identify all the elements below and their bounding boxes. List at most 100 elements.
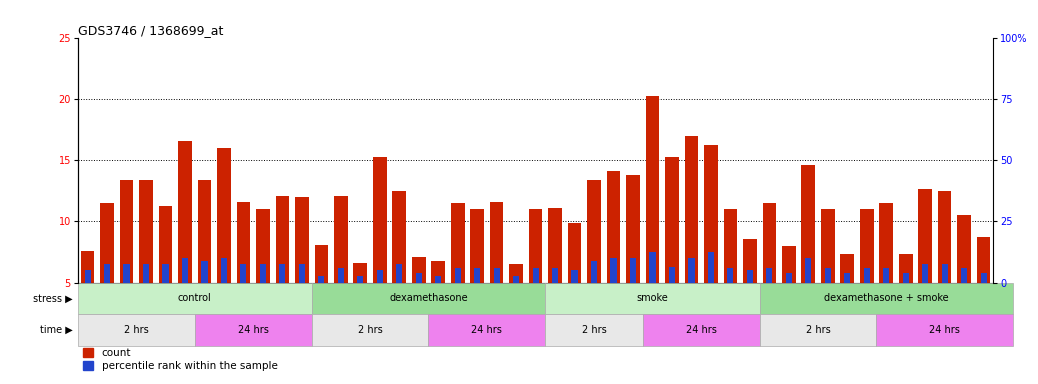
- Text: dexamethasone + smoke: dexamethasone + smoke: [824, 293, 949, 303]
- Bar: [981, 273, 987, 283]
- Bar: [217, 148, 230, 283]
- Bar: [78, 283, 311, 314]
- Bar: [159, 205, 172, 283]
- Text: 24 hrs: 24 hrs: [929, 325, 960, 335]
- Bar: [646, 96, 659, 283]
- Text: 24 hrs: 24 hrs: [686, 325, 716, 335]
- Bar: [143, 264, 149, 283]
- Bar: [746, 270, 753, 283]
- Bar: [879, 203, 893, 283]
- Bar: [922, 264, 928, 283]
- Bar: [279, 264, 285, 283]
- Bar: [668, 266, 675, 283]
- Bar: [337, 268, 344, 283]
- Bar: [650, 252, 656, 283]
- Bar: [319, 276, 325, 283]
- Bar: [977, 237, 990, 283]
- Bar: [626, 175, 639, 283]
- Bar: [241, 264, 246, 283]
- Bar: [474, 268, 481, 283]
- Bar: [805, 258, 812, 283]
- Bar: [630, 258, 636, 283]
- Bar: [415, 273, 421, 283]
- Bar: [899, 255, 912, 283]
- Bar: [903, 273, 909, 283]
- Bar: [432, 260, 445, 283]
- Bar: [435, 276, 441, 283]
- Bar: [704, 145, 717, 283]
- Bar: [545, 314, 643, 346]
- Bar: [260, 264, 266, 283]
- Bar: [510, 264, 523, 283]
- Bar: [859, 209, 874, 283]
- Bar: [801, 166, 815, 283]
- Text: 2 hrs: 2 hrs: [124, 325, 148, 335]
- Bar: [197, 180, 212, 283]
- Bar: [665, 157, 679, 283]
- Bar: [821, 209, 835, 283]
- Bar: [429, 314, 545, 346]
- Text: 24 hrs: 24 hrs: [238, 325, 269, 335]
- Text: GDS3746 / 1368699_at: GDS3746 / 1368699_at: [78, 24, 223, 37]
- Bar: [591, 260, 597, 283]
- Bar: [311, 314, 429, 346]
- Bar: [782, 246, 796, 283]
- Text: 2 hrs: 2 hrs: [805, 325, 830, 335]
- Bar: [941, 264, 948, 283]
- Bar: [938, 191, 952, 283]
- Bar: [763, 203, 776, 283]
- Bar: [572, 270, 577, 283]
- Bar: [545, 283, 760, 314]
- Bar: [688, 258, 694, 283]
- Bar: [883, 268, 890, 283]
- Bar: [373, 157, 386, 283]
- Bar: [532, 268, 539, 283]
- Bar: [513, 276, 519, 283]
- Bar: [528, 209, 543, 283]
- Bar: [961, 268, 967, 283]
- Bar: [195, 314, 311, 346]
- Bar: [760, 314, 876, 346]
- Bar: [841, 255, 854, 283]
- Bar: [412, 257, 426, 283]
- Bar: [708, 252, 714, 283]
- Bar: [643, 314, 760, 346]
- Bar: [201, 260, 208, 283]
- Bar: [685, 136, 699, 283]
- Bar: [119, 180, 133, 283]
- Bar: [957, 215, 971, 283]
- Bar: [299, 264, 305, 283]
- Text: control: control: [177, 293, 212, 303]
- Bar: [139, 180, 153, 283]
- Bar: [588, 180, 601, 283]
- Bar: [876, 314, 1013, 346]
- Text: 24 hrs: 24 hrs: [471, 325, 502, 335]
- Bar: [315, 245, 328, 283]
- Text: 2 hrs: 2 hrs: [358, 325, 382, 335]
- Bar: [84, 270, 90, 283]
- Bar: [81, 251, 94, 283]
- Bar: [354, 263, 367, 283]
- Text: smoke: smoke: [636, 293, 668, 303]
- Bar: [357, 276, 363, 283]
- Bar: [162, 264, 168, 283]
- Bar: [392, 191, 406, 283]
- Bar: [606, 171, 621, 283]
- Bar: [237, 202, 250, 283]
- Bar: [179, 141, 192, 283]
- Bar: [760, 283, 1013, 314]
- Bar: [548, 208, 562, 283]
- Bar: [723, 209, 737, 283]
- Bar: [494, 268, 499, 283]
- Bar: [124, 264, 130, 283]
- Bar: [743, 238, 757, 283]
- Bar: [728, 268, 734, 283]
- Bar: [397, 264, 403, 283]
- Bar: [104, 264, 110, 283]
- Bar: [377, 270, 383, 283]
- Bar: [844, 273, 850, 283]
- Bar: [78, 314, 195, 346]
- Bar: [470, 209, 484, 283]
- Bar: [311, 283, 545, 314]
- Bar: [295, 197, 308, 283]
